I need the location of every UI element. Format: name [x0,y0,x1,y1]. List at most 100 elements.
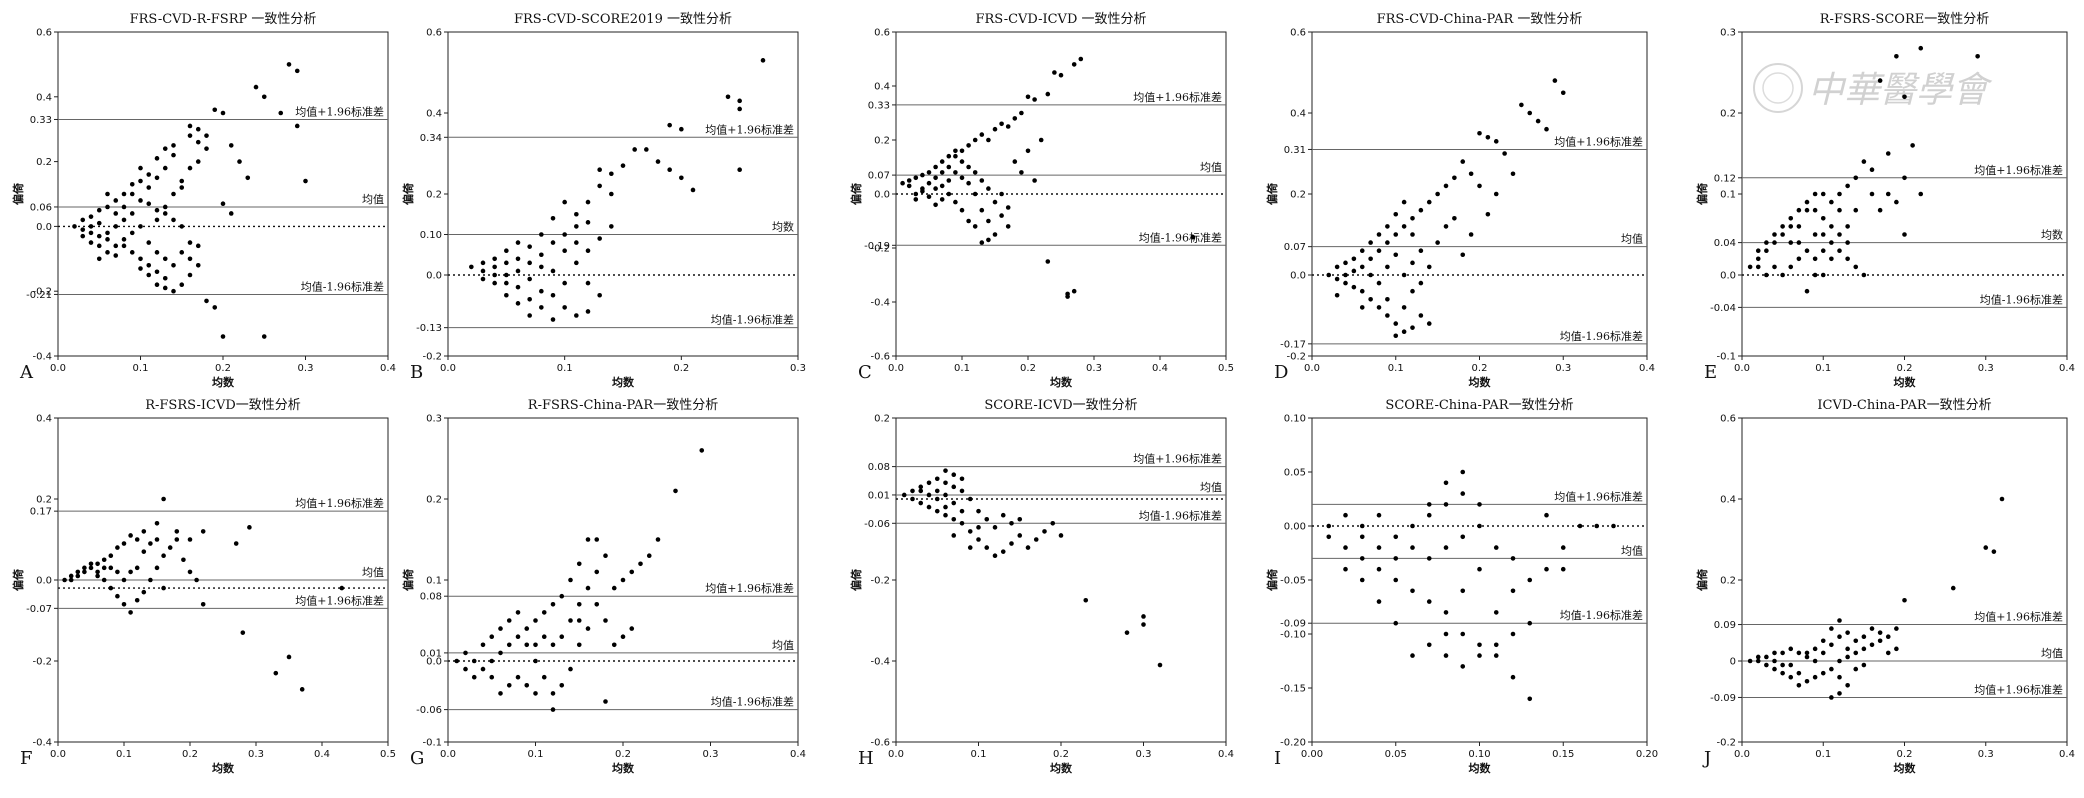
chart-d-point-61 [1359,305,1365,310]
chart-a-x-tick-label-1: 0.1 [133,363,149,374]
chart-a-point-76 [129,230,135,236]
chart-j-point-11 [1845,654,1850,660]
chart-i-y-tick-label-5: 0.00 [1284,522,1306,533]
chart-h-point-7 [910,496,915,502]
chart-a-y-tick-label-3: 0.0 [36,222,52,233]
chart-b-x-tick-label-3: 0.3 [790,363,806,374]
chart-f-x-tick-label-0: 0.0 [50,749,66,760]
chart-g-point-38 [568,666,573,672]
chart-f-point-23 [121,602,127,607]
chart-d-y-axis-label: 偏倚 [1265,183,1279,205]
chart-b-y-tick-label-0: -0.2 [422,352,442,363]
chart-f-point-10 [88,565,94,571]
chart-e-point-10 [1861,159,1867,164]
chart-f-point-0 [161,496,166,502]
chart-c-point-62 [939,183,945,189]
chart-g-point-57 [541,634,547,639]
chart-b-point-36 [515,284,521,290]
chart-d-point-42 [1426,264,1432,270]
chart-i-y-tick-label-7: 0.10 [1284,414,1306,425]
chart-e-panel-letter: E [1704,362,1717,383]
chart-f-x-tick-label-5: 0.5 [380,749,396,760]
chart-a-point-1 [286,62,292,67]
chart-a-point-3 [294,123,300,129]
chart-d-point-17 [1435,191,1440,197]
chart-b-panel-letter: B [410,362,423,383]
chart-f-point-43 [286,654,292,660]
chart-a-point-86 [138,165,143,171]
chart-e-point-6 [1885,151,1891,156]
chart-i-y-tick-label-6: 0.05 [1284,468,1306,479]
chart-j-point-40 [1837,618,1842,623]
chart-a-point-28 [162,146,168,151]
chart-b-point-17 [597,183,602,189]
chart-i-point-48 [1527,620,1533,626]
chart-j-point-13 [1829,666,1834,672]
chart-b-point-43 [504,248,509,253]
chart-b-point-8 [679,175,684,181]
chart-d-point-34 [1359,248,1365,253]
chart-f-point-9 [95,561,100,567]
chart-h-point-28 [951,484,957,490]
chart-f-point-3 [134,537,140,542]
chart-d-point-47 [1376,305,1382,310]
chart-i-point-56 [1359,534,1365,540]
chart-j-y-tick-label-4: 0.2 [1720,576,1736,587]
watermark: 中華醫學會 [1753,63,1993,113]
chart-f-x-tick-label-4: 0.4 [314,749,330,760]
chart-d-point-29 [1334,276,1340,282]
chart-c-point-66 [1012,159,1018,164]
chart-b-point-49 [504,272,509,278]
chart-h-point-17 [992,553,998,558]
chart-b-y-tick-label-6: 0.4 [426,109,442,120]
chart-f-point-22 [115,593,120,599]
chart-f-y-tick-label-3: 0.0 [36,576,52,587]
chart-j-point-28 [1788,646,1794,652]
chart-g-point-59 [576,602,582,607]
chart-g-point-4 [638,561,643,567]
chart-g-point-9 [594,537,600,542]
chart-d-point-35 [1368,240,1373,245]
chart-b-point-13 [620,163,626,168]
chart-e-point-33 [1820,232,1826,237]
chart-b-point-30 [585,309,591,314]
chart-h-ref-label-1: 均值 [1200,481,1222,494]
chart-f-panel: R-FSRS-ICVD一致性分析F均值+1.96标准差均值均值+1.96标准差0… [11,398,396,775]
chart-a-point-41 [179,224,185,229]
chart-c-point-59 [986,218,991,224]
chart-c-point-36 [972,170,978,175]
chart-j-point-56 [1780,662,1785,668]
chart-g-point-48 [524,683,530,688]
chart-j-point-3 [1950,585,1956,591]
chart-i-title: SCORE-China-PAR一致性分析 [1385,398,1573,413]
chart-b-point-47 [527,260,532,266]
chart-a-point-56 [88,230,94,236]
chart-i-point-28 [1544,566,1549,572]
chart-d-point-22 [1393,232,1399,237]
chart-d-point-66 [1468,232,1474,237]
chart-a-point-4 [278,110,284,116]
chart-i-point-47 [1510,556,1516,561]
chart-b-point-33 [550,292,556,298]
chart-c-point-55 [959,175,965,181]
chart-a-panel: FRS-CVD-R-FSRP 一致性分析 A 均值+1.96标准差均值均值-1.96… [11,12,396,389]
chart-f-point-50 [121,577,127,583]
chart-f-point-4 [128,533,133,538]
chart-c-y-tick-label-1: -0.4 [870,298,890,309]
chart-e-point-25 [1755,248,1761,253]
chart-h-point-29 [943,492,948,498]
chart-i-point-6 [1410,523,1415,529]
chart-d-point-46 [1385,313,1390,318]
chart-h-point-42 [934,488,940,494]
chart-a-y-tick-label-6: 0.33 [30,115,52,126]
chart-c-point-46 [966,218,971,224]
chart-j-y-tick-label-3: 0.09 [1714,620,1736,631]
chart-c-point-53 [920,189,925,194]
chart-b-point-3 [737,106,742,112]
chart-i-point-49 [1510,631,1516,637]
chart-c-point-75 [1065,291,1070,297]
chart-a-point-27 [171,143,176,148]
chart-g-point-33 [524,642,530,648]
chart-g-point-54 [568,618,573,623]
